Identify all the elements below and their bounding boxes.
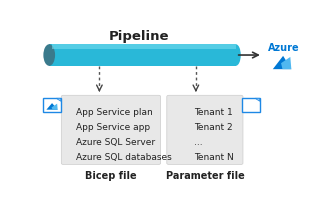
Polygon shape — [281, 57, 291, 69]
Ellipse shape — [231, 44, 241, 66]
Text: Tenant 1: Tenant 1 — [194, 108, 233, 117]
Polygon shape — [51, 104, 58, 110]
Ellipse shape — [43, 44, 55, 66]
Text: Bicep file: Bicep file — [85, 171, 137, 181]
Polygon shape — [46, 103, 58, 110]
Polygon shape — [273, 56, 291, 69]
FancyBboxPatch shape — [43, 98, 61, 112]
Polygon shape — [56, 98, 61, 101]
Text: Azure SQL databases: Azure SQL databases — [76, 153, 172, 162]
Polygon shape — [255, 98, 260, 101]
Text: Pipeline: Pipeline — [109, 30, 170, 43]
FancyBboxPatch shape — [49, 44, 236, 66]
Text: App Service app: App Service app — [76, 123, 150, 132]
FancyBboxPatch shape — [61, 95, 161, 164]
Text: Parameter file: Parameter file — [166, 171, 244, 181]
FancyBboxPatch shape — [242, 98, 260, 112]
Text: Azure SQL Server: Azure SQL Server — [76, 138, 155, 147]
Text: ...: ... — [194, 138, 203, 147]
FancyBboxPatch shape — [52, 44, 236, 49]
Text: Azure: Azure — [268, 43, 299, 53]
FancyBboxPatch shape — [167, 95, 243, 164]
Text: Tenant 2: Tenant 2 — [194, 123, 233, 132]
Text: App Service plan: App Service plan — [76, 108, 153, 117]
Text: Tenant N: Tenant N — [194, 153, 234, 162]
